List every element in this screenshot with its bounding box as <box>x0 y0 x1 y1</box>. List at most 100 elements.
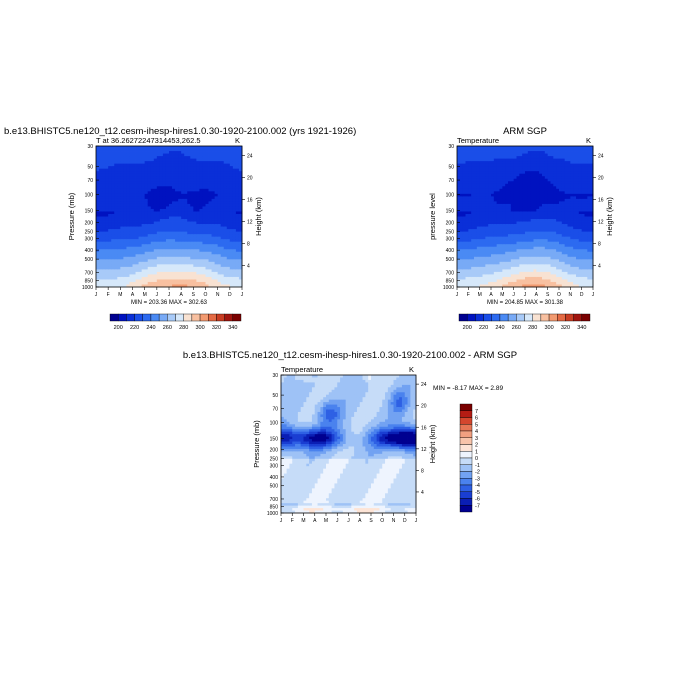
obs-contour-cell <box>525 196 529 200</box>
model-contour-cell <box>235 183 240 187</box>
model-contour-cell <box>175 221 179 225</box>
model-contour-cell <box>217 188 222 192</box>
model-contour-cell <box>162 201 167 205</box>
obs-contour-cell <box>527 279 532 283</box>
obs-contour-cell <box>499 176 503 180</box>
model-contour-cell <box>165 279 170 283</box>
model-contour-cell <box>114 264 118 268</box>
model-contour-cell <box>214 216 219 220</box>
model-contour-cell <box>138 191 143 195</box>
obs-contour-cell <box>539 246 543 250</box>
obs-contour-cell <box>479 271 483 275</box>
obs-contour-cell <box>499 201 503 205</box>
obs-contour-cell <box>459 256 464 260</box>
obs-contour-cell <box>561 219 566 222</box>
model-contour-cell <box>187 146 191 149</box>
model-contour-cell <box>211 171 216 175</box>
model-contour-cell <box>135 191 139 195</box>
model-contour-cell <box>117 173 121 177</box>
obs-contour-cell <box>539 191 543 195</box>
obs-contour-cell <box>556 181 560 185</box>
model-contour-cell <box>229 261 234 265</box>
obs-contour-cell <box>482 153 486 157</box>
model-contour-cell <box>132 221 136 225</box>
model-contour-cell <box>126 163 130 167</box>
obs-contour-cell <box>485 158 489 162</box>
obs-contour-cell <box>567 244 571 248</box>
model-contour-cell <box>141 221 146 225</box>
obs-contour-cell <box>527 256 532 260</box>
obs-contour-cell <box>457 191 461 195</box>
model-contour-cell <box>147 221 152 225</box>
obs-contour-cell <box>493 266 498 270</box>
model-contour-cell <box>129 163 133 167</box>
model-contour-cell <box>232 191 237 195</box>
model-contour-cell <box>196 198 200 202</box>
obs-contour-cell <box>462 279 466 283</box>
obs-contour-cell <box>561 146 566 149</box>
model-x-tick-label: J <box>156 292 159 298</box>
model-contour-cell <box>220 163 225 167</box>
model-contour-cell <box>150 276 155 280</box>
model-contour-cell <box>165 188 170 192</box>
model-contour-cell <box>156 251 161 255</box>
model-contour-cell <box>217 203 222 207</box>
model-contour-cell <box>214 173 219 177</box>
obs-contour-cell <box>542 201 546 205</box>
model-contour-cell <box>187 181 191 185</box>
model-contour-cell <box>96 201 100 205</box>
obs-contour-cell <box>482 178 486 182</box>
model-contour-cell <box>102 229 106 233</box>
obs-contour-cell <box>510 193 515 197</box>
obs-contour-cell <box>479 158 483 162</box>
model-contour-cell <box>126 224 130 227</box>
obs-contour-cell <box>567 181 571 185</box>
obs-contour-cell <box>567 161 571 165</box>
obs-contour-cell <box>491 206 495 210</box>
model-contour-cell <box>232 146 237 149</box>
obs-contour-cell <box>468 201 472 205</box>
model-contour-cell <box>96 213 100 217</box>
obs-contour-cell <box>496 203 500 207</box>
model-contour-cell <box>214 281 219 285</box>
obs-contour-cell <box>502 239 506 243</box>
obs-contour-cell <box>522 146 526 149</box>
obs-contour-cell <box>542 251 546 255</box>
model-contour-cell <box>199 178 203 182</box>
obs-contour-cell <box>488 241 492 245</box>
model-contour-cell <box>108 193 112 197</box>
obs-contour-cell <box>510 153 515 157</box>
obs-contour-cell <box>493 206 498 210</box>
model-contour-cell <box>162 183 167 187</box>
model-contour-cell <box>208 254 212 258</box>
obs-contour-cell <box>471 153 475 157</box>
model-contour-cell <box>129 216 133 220</box>
obs-contour-cell <box>476 176 481 180</box>
model-contour-cell <box>138 208 143 212</box>
obs-contour-cell <box>525 276 529 280</box>
model-contour-cell <box>220 256 225 260</box>
obs-contour-cell <box>502 148 506 152</box>
obs-contour-cell <box>493 146 498 149</box>
model-contour-cell <box>211 264 216 268</box>
model-contour-cell <box>147 213 152 217</box>
model-contour-cell <box>202 203 206 207</box>
obs-contour-cell <box>513 271 517 275</box>
obs-contour-cell <box>556 246 560 250</box>
obs-contour-cell <box>496 196 500 200</box>
obs-contour-cell <box>550 216 554 220</box>
obs-contour-cell <box>468 188 472 192</box>
model-contour-cell <box>226 216 231 220</box>
model-contour-cell <box>202 274 206 278</box>
obs-contour-cell <box>462 256 466 260</box>
model-contour-cell <box>153 249 158 253</box>
model-contour-cell <box>156 213 161 217</box>
model-contour-cell <box>99 208 103 212</box>
obs-contour-cell <box>567 264 571 268</box>
model-contour-cell <box>226 161 231 165</box>
obs-contour-cell <box>510 256 515 260</box>
obs-contour-cell <box>502 183 506 187</box>
model-contour-cell <box>144 166 149 170</box>
model-y-tick-label: 300 <box>85 237 94 243</box>
